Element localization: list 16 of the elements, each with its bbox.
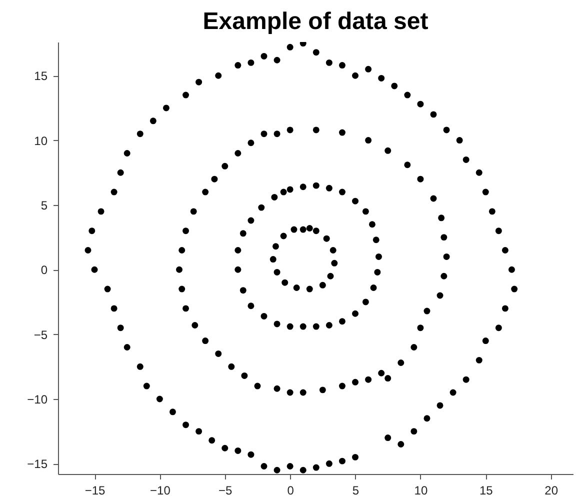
y-tick-label: −10: [27, 392, 48, 406]
x-tick-label: 5: [352, 484, 360, 498]
y-tick-label: 15: [34, 69, 48, 84]
y-tick-label: 0: [40, 263, 48, 278]
x-tick-label: 10: [414, 484, 428, 498]
y-tick-label: −5: [34, 328, 48, 342]
chart-title: Example of data set: [202, 8, 428, 35]
x-tick-label: −15: [84, 484, 106, 498]
x-tick-label: −5: [218, 484, 233, 498]
x-tick-label: −10: [150, 484, 171, 498]
y-tick-label: −15: [27, 457, 48, 472]
y-tick-label: 10: [34, 134, 48, 148]
x-tick-label: 15: [479, 484, 494, 498]
x-tick-label: 20: [544, 484, 558, 498]
y-tick-label: 5: [40, 198, 48, 212]
x-tick-label: 0: [287, 484, 294, 498]
